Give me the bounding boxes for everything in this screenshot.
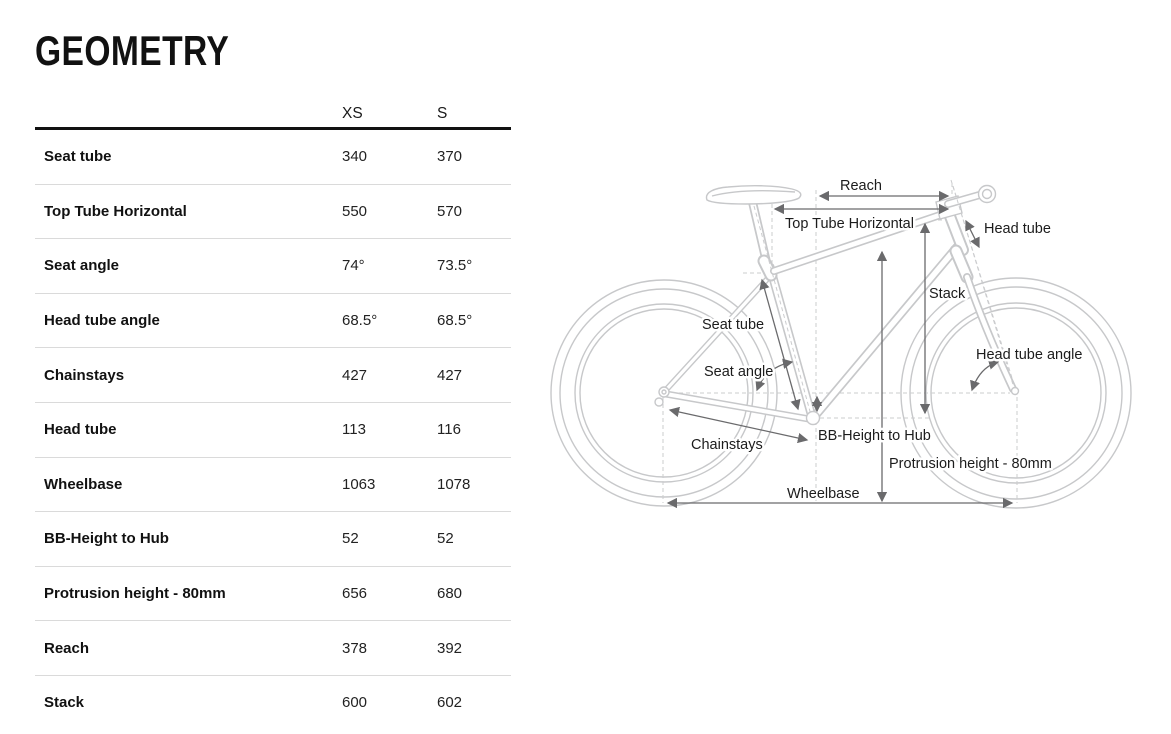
rear-hub <box>658 386 670 398</box>
page-title: GEOMETRY <box>35 27 230 74</box>
value-s: 52 <box>437 530 454 548</box>
dimension-arrows <box>666 190 1014 509</box>
table-row: Stack 600 602 <box>35 676 511 730</box>
bottom-bracket <box>805 410 821 426</box>
row-label: Seat angle <box>44 257 120 275</box>
value-s: 370 <box>437 148 463 166</box>
wheelbase-label: Wheelbase <box>787 486 860 502</box>
head-tube-angle-label: Head tube angle <box>976 347 1082 363</box>
row-label: Stack <box>44 694 85 712</box>
saddle <box>705 184 802 205</box>
value-xs: 1063 <box>342 475 376 493</box>
table-row: BB-Height to Hub 52 52 <box>35 512 511 567</box>
table-row: Chainstays 427 427 <box>35 348 511 403</box>
value-s: 73.5° <box>437 257 473 275</box>
handlebar-grip <box>977 184 997 204</box>
chainstays-label: Chainstays <box>691 437 763 453</box>
value-xs: 656 <box>342 585 368 603</box>
row-label: Head tube angle <box>44 312 160 330</box>
geometry-table: XS S Seat tube 340 370 Top Tube Horizont… <box>35 88 511 730</box>
head-tube-angle-arc <box>970 359 1000 392</box>
value-xs: 68.5° <box>342 312 378 330</box>
value-s: 116 <box>437 421 461 439</box>
chainstays-arrow <box>668 406 809 444</box>
table-row: Head tube 113 116 <box>35 403 511 458</box>
row-label: Protrusion height - 80mm <box>44 585 226 603</box>
value-xs: 550 <box>342 202 368 220</box>
value-s: 427 <box>437 366 463 384</box>
row-label: BB-Height to Hub <box>44 530 169 548</box>
value-xs: 113 <box>342 421 366 439</box>
table-row: Head tube angle 68.5° 68.5° <box>35 294 511 349</box>
column-header-xs: XS <box>342 105 363 122</box>
table-row: Seat tube 340 370 <box>35 130 511 185</box>
table-row: Wheelbase 1063 1078 <box>35 458 511 513</box>
header-rule <box>35 127 511 130</box>
seat-angle-arc <box>755 358 794 392</box>
rear-derailleur <box>654 397 664 407</box>
value-xs: 340 <box>342 148 368 166</box>
row-label: Top Tube Horizontal <box>44 202 187 220</box>
top-tube-horizontal-label: Top Tube Horizontal <box>785 216 914 232</box>
value-xs: 378 <box>342 639 368 657</box>
value-xs: 52 <box>342 530 359 548</box>
value-xs: 427 <box>342 366 368 384</box>
diagram-labels: Reach Top Tube Horizontal Head tube Stac… <box>689 176 1085 505</box>
table-header-row: XS S <box>35 88 511 127</box>
value-s: 68.5° <box>437 312 473 330</box>
table-row: Top Tube Horizontal 550 570 <box>35 185 511 240</box>
value-xs: 74° <box>342 257 365 275</box>
protrusion-height-label: Protrusion height - 80mm <box>889 456 1052 472</box>
value-s: 1078 <box>437 475 471 493</box>
row-label: Reach <box>44 639 90 657</box>
value-s: 570 <box>437 202 463 220</box>
column-header-s: S <box>437 105 448 122</box>
reach-label: Reach <box>840 178 882 194</box>
seat-tube-label: Seat tube <box>702 317 764 333</box>
row-label: Wheelbase <box>44 475 123 493</box>
row-label: Chainstays <box>44 366 125 384</box>
row-label: Head tube <box>44 421 117 439</box>
table-row: Reach 378 392 <box>35 621 511 676</box>
head-tube-label: Head tube <box>984 221 1051 237</box>
front-hub <box>1010 386 1020 396</box>
table-row: Seat angle 74° 73.5° <box>35 239 511 294</box>
table-row: Protrusion height - 80mm 656 680 <box>35 567 511 622</box>
value-s: 680 <box>437 585 463 603</box>
row-label: Seat tube <box>44 148 112 166</box>
seat-angle-label: Seat angle <box>704 364 773 380</box>
value-s: 602 <box>437 694 463 712</box>
bb-height-to-hub-label: BB-Height to Hub <box>818 428 931 444</box>
value-xs: 600 <box>342 694 368 712</box>
stack-label: Stack <box>929 286 966 302</box>
value-s: 392 <box>437 639 463 657</box>
head-tube-arrow <box>965 219 980 249</box>
